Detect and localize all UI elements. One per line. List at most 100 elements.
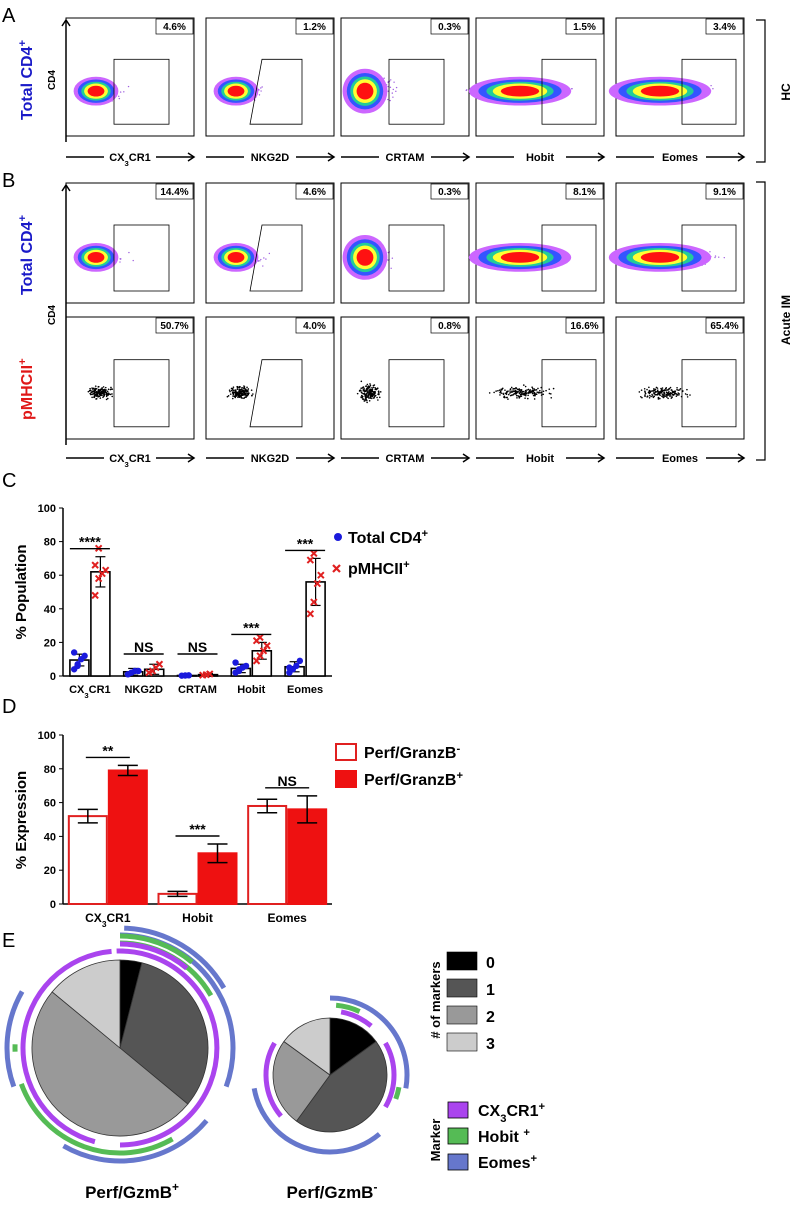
gate-percent: 50.7% (160, 321, 188, 332)
gate-rect (681, 224, 737, 292)
x-axis-label-B: CX3CR1 (109, 453, 151, 469)
event-dot (666, 392, 669, 395)
event-dot (655, 393, 657, 396)
arrow-head (327, 152, 336, 162)
arrow-head (597, 152, 606, 162)
event-dot (649, 394, 651, 397)
event-dot (517, 391, 520, 393)
y-axis-title: % Expression (13, 771, 30, 869)
flow-plot-A-3: 1.5% (465, 17, 605, 137)
event-dot (515, 394, 518, 397)
density-contour (500, 85, 540, 97)
event-dot (527, 394, 529, 397)
event-dot (511, 391, 514, 393)
event-dot (661, 393, 664, 395)
gate-percent: 14.4% (160, 187, 188, 198)
legend-label-count: 2 (486, 1009, 495, 1026)
label-part: CR1 (129, 453, 151, 465)
event-dot (665, 389, 667, 391)
event-dot (678, 394, 680, 396)
event-dot (258, 94, 261, 96)
event-dot (519, 394, 522, 396)
label-part: + (523, 1127, 530, 1139)
event-dot (658, 393, 660, 395)
event-dot (106, 390, 109, 393)
event-dot (652, 392, 655, 394)
event-dot (365, 385, 367, 388)
event-dot (669, 386, 672, 389)
event-dot (234, 389, 237, 391)
event-dot (499, 394, 501, 396)
label-bg (244, 451, 296, 465)
label-part: NKG2D (251, 453, 290, 465)
label-part: 3 (124, 159, 128, 168)
event-dot (664, 395, 667, 397)
label-part: + (403, 559, 410, 571)
event-dot (387, 85, 389, 88)
event-dot (519, 395, 522, 398)
flow-plot-B0-0: 14.4% (65, 182, 195, 304)
event-dot (644, 390, 646, 392)
event-dot (651, 395, 654, 397)
gate-percent: 3.4% (713, 22, 736, 33)
event-dot (378, 396, 381, 399)
percent-box (155, 18, 194, 35)
event-dot (644, 394, 646, 396)
event-dot (654, 388, 657, 391)
chart-D: 0 20 40 60 80 100 % Expression CX3CR1 ** Hobit ***… (13, 730, 463, 929)
flow-plot-B1-2: 0.8% (340, 316, 470, 440)
label-part: CRTAM (178, 684, 217, 696)
event-dot (542, 390, 545, 393)
data-point (94, 574, 103, 583)
data-point (293, 662, 300, 670)
y-tick-label: 60 (44, 798, 56, 810)
data-point (252, 657, 261, 665)
event-dot (663, 389, 666, 391)
event-dot (236, 386, 239, 389)
event-dot (662, 389, 664, 392)
gate-rect (681, 359, 737, 428)
percent-box (705, 317, 744, 334)
event-dot (535, 393, 538, 395)
legend-swatch-count (446, 951, 478, 971)
event-dot (232, 395, 234, 397)
event-dot (363, 387, 365, 390)
event-dot (666, 389, 669, 391)
percent-box (295, 18, 334, 35)
gate-polygon (249, 359, 303, 428)
flow-plot-B1-0: 50.7% (65, 316, 195, 440)
gate-percent: 1.5% (573, 22, 596, 33)
panel-letter-A: A (2, 5, 16, 27)
event-dot (493, 391, 495, 394)
event-dot (686, 388, 688, 391)
label-part: CR1 (506, 1103, 538, 1120)
event-dot (247, 390, 249, 393)
event-dot (676, 386, 678, 389)
event-dot (661, 390, 664, 393)
label-part: Total CD4 (19, 46, 36, 120)
event-dot (97, 391, 100, 393)
event-dot (523, 392, 526, 395)
y-tick-label: 100 (38, 503, 56, 515)
event-dot (648, 396, 651, 399)
label-part: Hobit (526, 453, 554, 465)
event-dot (505, 392, 508, 394)
event-dot (107, 388, 110, 391)
y-tick-label: 20 (44, 637, 56, 649)
event-dot (390, 267, 392, 269)
label-bg (654, 451, 706, 465)
event-dot (524, 385, 527, 388)
event-dot (363, 400, 366, 402)
x-axis-label-B: Hobit (526, 453, 554, 465)
gate-rect (541, 359, 597, 428)
event-dot (510, 386, 513, 389)
event-dot (102, 396, 104, 399)
event-dot (239, 391, 241, 394)
flow-plot-A-1: 1.2% (205, 17, 335, 137)
event-dot (534, 389, 537, 391)
event-dot (119, 91, 122, 93)
event-dot (674, 391, 676, 393)
event-dot (260, 87, 262, 89)
event-dot (509, 392, 511, 394)
label-part: CRTAM (386, 152, 425, 164)
